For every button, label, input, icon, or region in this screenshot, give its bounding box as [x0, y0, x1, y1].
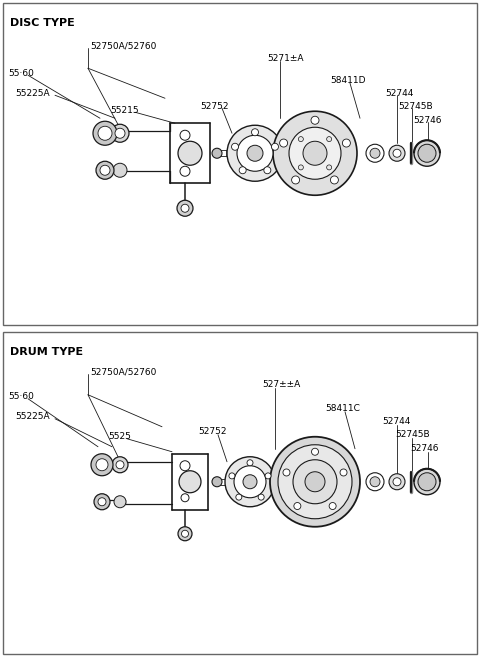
- Circle shape: [98, 126, 112, 140]
- Circle shape: [212, 148, 222, 158]
- Circle shape: [113, 163, 127, 177]
- Circle shape: [340, 469, 347, 476]
- Circle shape: [272, 143, 278, 150]
- Circle shape: [299, 137, 303, 142]
- Circle shape: [370, 148, 380, 158]
- Text: 52746: 52746: [413, 116, 442, 125]
- Text: 52745B: 52745B: [395, 430, 430, 440]
- Circle shape: [100, 166, 110, 175]
- Circle shape: [393, 478, 401, 486]
- Circle shape: [234, 466, 266, 498]
- Text: 58411D: 58411D: [330, 76, 365, 85]
- Circle shape: [93, 122, 117, 145]
- Circle shape: [393, 149, 401, 157]
- Circle shape: [239, 167, 246, 173]
- Circle shape: [181, 530, 189, 537]
- Circle shape: [264, 167, 271, 173]
- Circle shape: [252, 129, 259, 136]
- Circle shape: [293, 460, 337, 504]
- Circle shape: [212, 477, 222, 487]
- Circle shape: [283, 469, 290, 476]
- Circle shape: [265, 473, 271, 479]
- Circle shape: [180, 461, 190, 471]
- Circle shape: [289, 127, 341, 179]
- Text: 5271±A: 5271±A: [267, 54, 303, 63]
- Text: DISC TYPE: DISC TYPE: [10, 18, 75, 28]
- Circle shape: [116, 461, 124, 468]
- Circle shape: [111, 124, 129, 143]
- Text: 52750A/52760: 52750A/52760: [90, 42, 156, 51]
- Circle shape: [294, 503, 301, 510]
- Circle shape: [247, 460, 253, 466]
- Circle shape: [94, 494, 110, 510]
- Circle shape: [229, 473, 235, 479]
- Circle shape: [112, 457, 128, 473]
- Circle shape: [389, 145, 405, 161]
- Text: 55225A: 55225A: [15, 89, 49, 98]
- Text: 527±±A: 527±±A: [262, 380, 300, 389]
- Circle shape: [292, 176, 300, 184]
- Circle shape: [114, 496, 126, 508]
- Circle shape: [236, 494, 242, 500]
- Circle shape: [389, 474, 405, 489]
- Circle shape: [418, 473, 436, 491]
- Circle shape: [329, 503, 336, 510]
- Circle shape: [181, 204, 189, 212]
- Text: 55225A: 55225A: [15, 412, 49, 421]
- Circle shape: [231, 143, 239, 150]
- Circle shape: [180, 166, 190, 176]
- Circle shape: [98, 498, 106, 506]
- Circle shape: [280, 139, 288, 147]
- Circle shape: [299, 165, 303, 170]
- Circle shape: [237, 135, 273, 171]
- Text: 52744: 52744: [385, 89, 413, 98]
- Text: 52750A/52760: 52750A/52760: [90, 367, 156, 376]
- Text: 55·60: 55·60: [8, 392, 34, 401]
- Text: 58411C: 58411C: [325, 404, 360, 413]
- Circle shape: [96, 459, 108, 471]
- Circle shape: [178, 527, 192, 541]
- Circle shape: [179, 471, 201, 493]
- Circle shape: [370, 477, 380, 487]
- Circle shape: [311, 116, 319, 124]
- Circle shape: [414, 140, 440, 166]
- Circle shape: [278, 445, 352, 519]
- Circle shape: [227, 125, 283, 181]
- Circle shape: [270, 437, 360, 527]
- Circle shape: [178, 141, 202, 166]
- Circle shape: [327, 165, 332, 170]
- Circle shape: [91, 454, 113, 476]
- Circle shape: [177, 200, 193, 216]
- Circle shape: [418, 145, 436, 162]
- Circle shape: [181, 494, 189, 502]
- Text: 52746: 52746: [410, 444, 439, 453]
- Text: 52752: 52752: [200, 102, 228, 111]
- Text: DRUM TYPE: DRUM TYPE: [10, 347, 83, 357]
- Text: 52752: 52752: [198, 427, 227, 436]
- Circle shape: [414, 468, 440, 495]
- Circle shape: [115, 128, 125, 138]
- Circle shape: [327, 137, 332, 142]
- Circle shape: [273, 111, 357, 195]
- Circle shape: [96, 161, 114, 179]
- Text: 5525: 5525: [108, 432, 131, 442]
- Circle shape: [312, 448, 319, 455]
- Circle shape: [225, 457, 275, 507]
- Circle shape: [342, 139, 350, 147]
- Circle shape: [180, 130, 190, 140]
- Text: 52744: 52744: [382, 417, 410, 426]
- Circle shape: [243, 475, 257, 489]
- Circle shape: [305, 472, 325, 491]
- Text: 55·60: 55·60: [8, 69, 34, 78]
- Circle shape: [330, 176, 338, 184]
- Circle shape: [258, 494, 264, 500]
- Text: 55215: 55215: [110, 106, 139, 115]
- Text: 52745B: 52745B: [398, 102, 432, 111]
- Circle shape: [303, 141, 327, 166]
- Circle shape: [247, 145, 263, 161]
